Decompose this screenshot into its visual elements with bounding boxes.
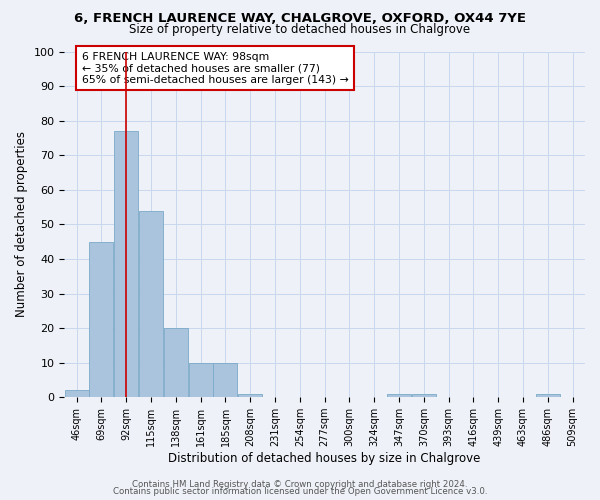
Text: 6, FRENCH LAURENCE WAY, CHALGROVE, OXFORD, OX44 7YE: 6, FRENCH LAURENCE WAY, CHALGROVE, OXFOR… (74, 12, 526, 26)
Bar (238, 394, 262, 397)
Bar (536, 394, 560, 397)
Bar (114, 131, 138, 397)
Text: Contains public sector information licensed under the Open Government Licence v3: Contains public sector information licen… (113, 488, 487, 496)
X-axis label: Distribution of detached houses by size in Chalgrove: Distribution of detached houses by size … (169, 452, 481, 465)
Y-axis label: Number of detached properties: Number of detached properties (15, 132, 28, 318)
Bar (387, 394, 411, 397)
Bar (214, 362, 238, 397)
Text: Contains HM Land Registry data © Crown copyright and database right 2024.: Contains HM Land Registry data © Crown c… (132, 480, 468, 489)
Bar (188, 362, 212, 397)
Bar (89, 242, 113, 397)
Bar (412, 394, 436, 397)
Text: Size of property relative to detached houses in Chalgrove: Size of property relative to detached ho… (130, 22, 470, 36)
Text: 6 FRENCH LAURENCE WAY: 98sqm
← 35% of detached houses are smaller (77)
65% of se: 6 FRENCH LAURENCE WAY: 98sqm ← 35% of de… (82, 52, 349, 84)
Bar (164, 328, 188, 397)
Bar (65, 390, 89, 397)
Bar (139, 210, 163, 397)
